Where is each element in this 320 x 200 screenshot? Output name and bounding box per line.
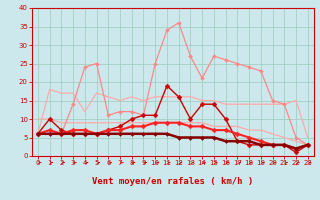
X-axis label: Vent moyen/en rafales ( km/h ): Vent moyen/en rafales ( km/h ): [92, 177, 253, 186]
